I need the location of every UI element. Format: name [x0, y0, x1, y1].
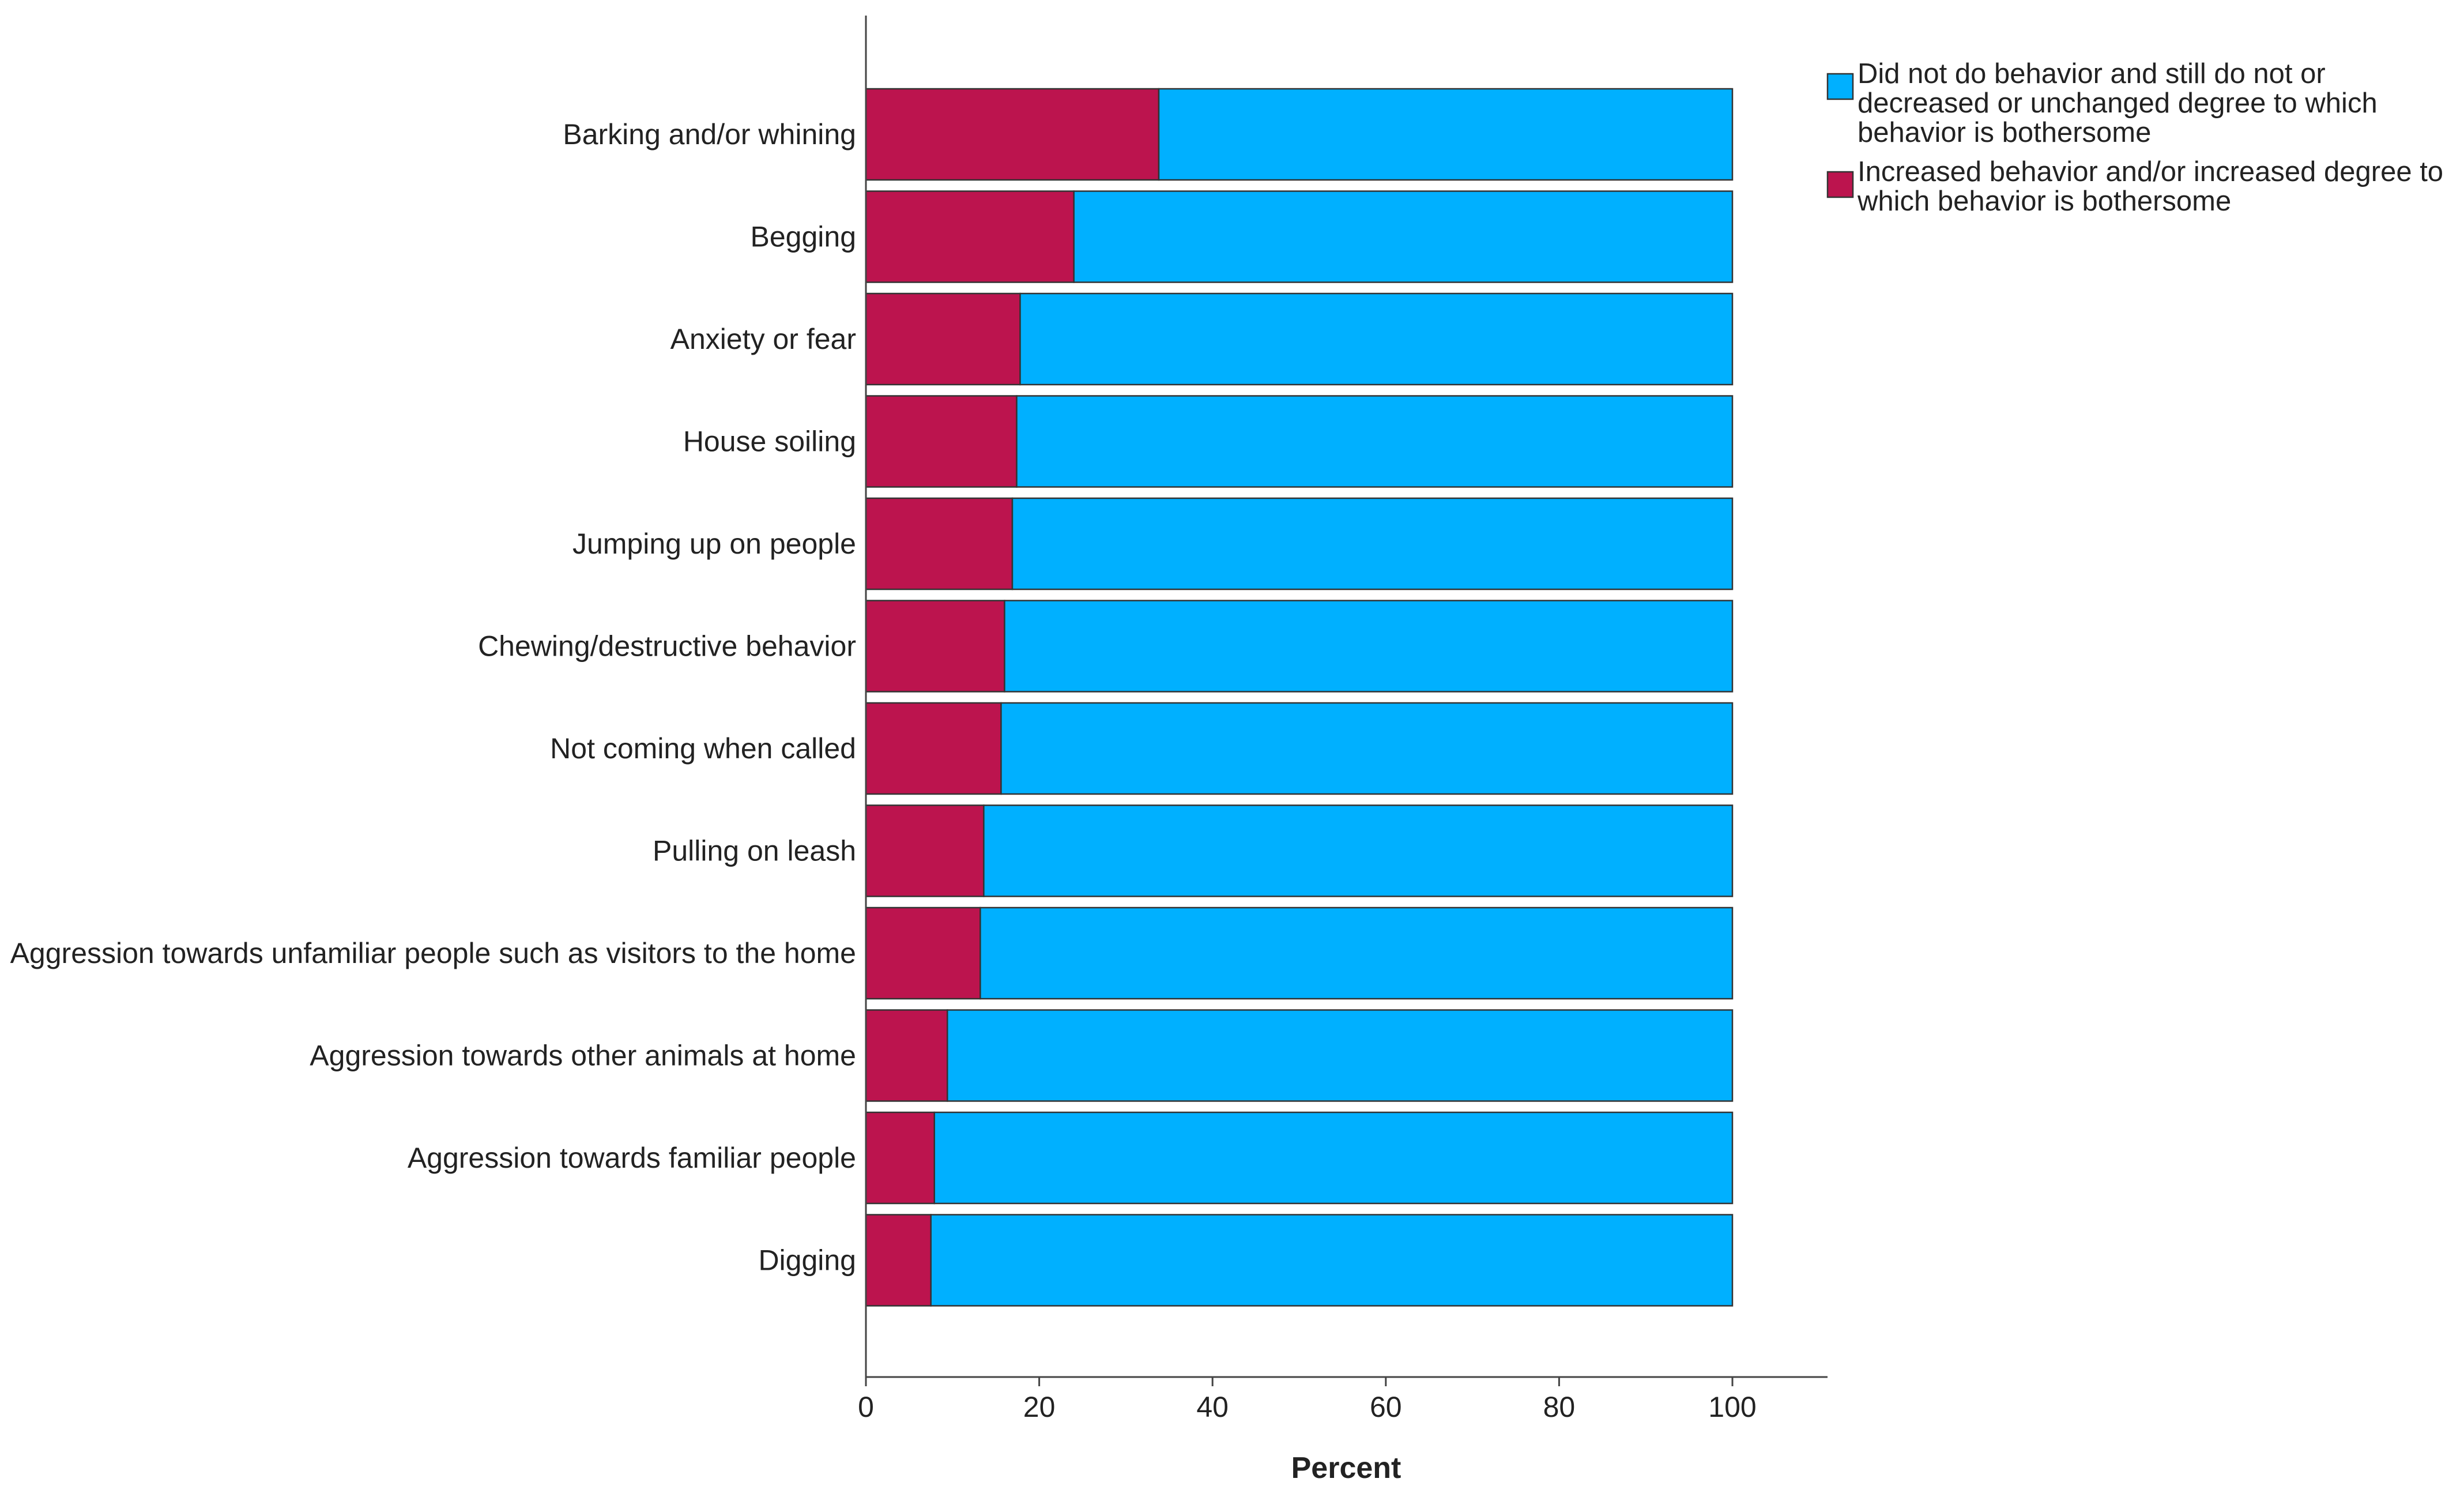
x-tick-label: 60	[1370, 1391, 1402, 1423]
category-label: Not coming when called	[550, 732, 856, 765]
bar-increased-3	[865, 395, 1018, 488]
bar-increased-6	[865, 702, 1002, 795]
bar-unchanged-0	[1158, 88, 1734, 181]
category-label: Jumping up on people	[572, 528, 856, 560]
bars-layer	[865, 88, 1734, 1307]
bar-increased-1	[865, 190, 1075, 283]
bar-increased-5	[865, 600, 1005, 693]
bar-increased-4	[865, 497, 1014, 590]
bar-unchanged-11	[930, 1214, 1734, 1307]
bar-unchanged-10	[933, 1111, 1734, 1205]
x-tick-label: 40	[1196, 1391, 1229, 1423]
bar-increased-11	[865, 1214, 932, 1307]
category-label: Digging	[758, 1244, 856, 1277]
bar-increased-0	[865, 88, 1160, 181]
x-axis-ticks: 0 20 40 60 80 100	[858, 1377, 1757, 1423]
legend-swatch-unchanged	[1826, 73, 1854, 100]
category-label: Begging	[751, 221, 857, 253]
category-label: Chewing/destructive behavior	[478, 630, 856, 663]
bar-increased-7	[865, 804, 985, 897]
bar-unchanged-9	[947, 1009, 1734, 1102]
axes-layer	[865, 16, 1828, 1378]
bar-unchanged-2	[1019, 292, 1734, 386]
legend-swatch-increased	[1826, 171, 1854, 198]
category-label: Aggression towards familiar people	[408, 1142, 856, 1174]
category-label: Aggression towards unfamiliar people suc…	[10, 937, 856, 969]
category-label: Barking and/or whining	[563, 118, 856, 151]
legend: Did not do behavior and still do not or d…	[1826, 58, 2443, 217]
bar-unchanged-6	[1000, 702, 1734, 795]
bar-unchanged-7	[983, 804, 1734, 897]
legend-label-increased: Increased behavior and/or increased degr…	[1857, 156, 2443, 217]
bar-increased-2	[865, 292, 1021, 386]
legend-label-unchanged: Did not do behavior and still do not or d…	[1858, 58, 2378, 148]
bar-unchanged-4	[1011, 497, 1734, 590]
x-axis-title: Percent	[1291, 1451, 1401, 1483]
bar-unchanged-1	[1073, 190, 1734, 283]
x-tick-label: 100	[1708, 1391, 1756, 1423]
category-label: Pulling on leash	[653, 835, 856, 867]
bar-unchanged-5	[1004, 600, 1734, 693]
category-labels: Barking and/or whining Begging Anxiety or …	[10, 118, 856, 1277]
bar-increased-10	[865, 1111, 935, 1205]
category-label: House soiling	[683, 426, 856, 458]
x-tick-label: 80	[1543, 1391, 1576, 1423]
x-tick-label: 20	[1023, 1391, 1056, 1423]
bar-increased-9	[865, 1009, 948, 1102]
category-label: Aggression towards other animals at home	[310, 1040, 856, 1072]
category-label: Anxiety or fear	[670, 323, 856, 355]
x-tick-label: 0	[858, 1391, 874, 1423]
bar-increased-8	[865, 906, 981, 1000]
bar-unchanged-8	[979, 906, 1734, 1000]
bar-unchanged-3	[1016, 395, 1734, 488]
